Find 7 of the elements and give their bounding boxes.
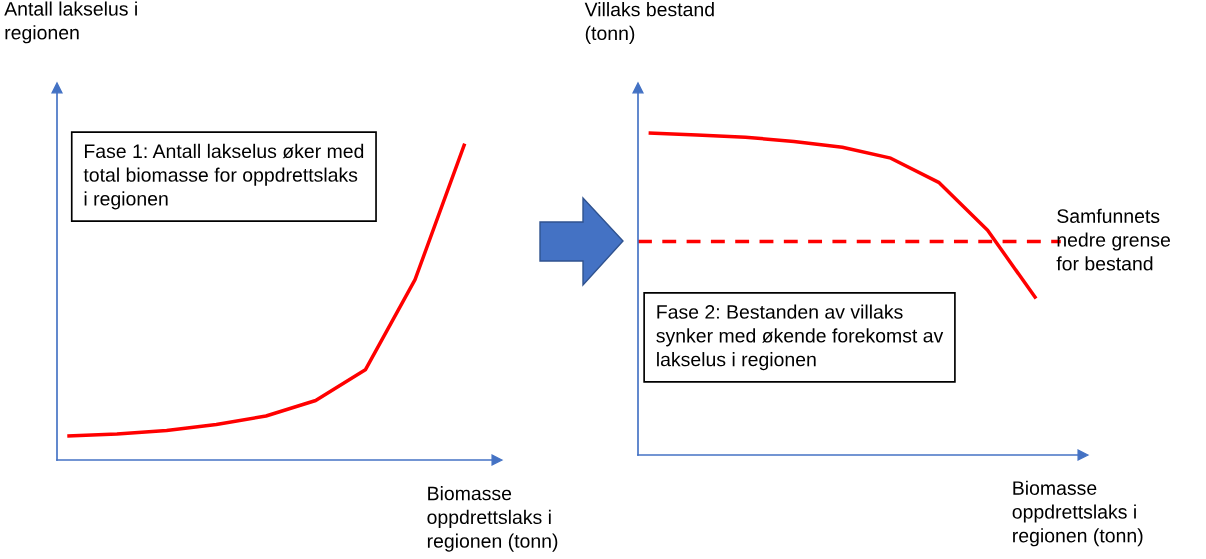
ref-line-label: Samfunnets nedre grense for bestand xyxy=(1056,208,1171,271)
x-axis-title: Biomasse oppdrettslaks i regionen (tonn) xyxy=(427,486,558,552)
y-axis-title: Antall lakselus i regionen xyxy=(4,1,137,44)
y-axis-title: Villaks bestand (tonn) xyxy=(584,2,714,44)
annotation: Fase 2: Bestanden av villaks synker med økende forekomst av lakselus i regionen xyxy=(656,304,944,371)
annotation: Fase 1: Antall lakselus øker med total biomasse for oppdrettslaks i regionen xyxy=(83,143,364,210)
x-axis-title: Biomasse oppdrettslaks i regionen (tonn) xyxy=(1012,480,1143,547)
